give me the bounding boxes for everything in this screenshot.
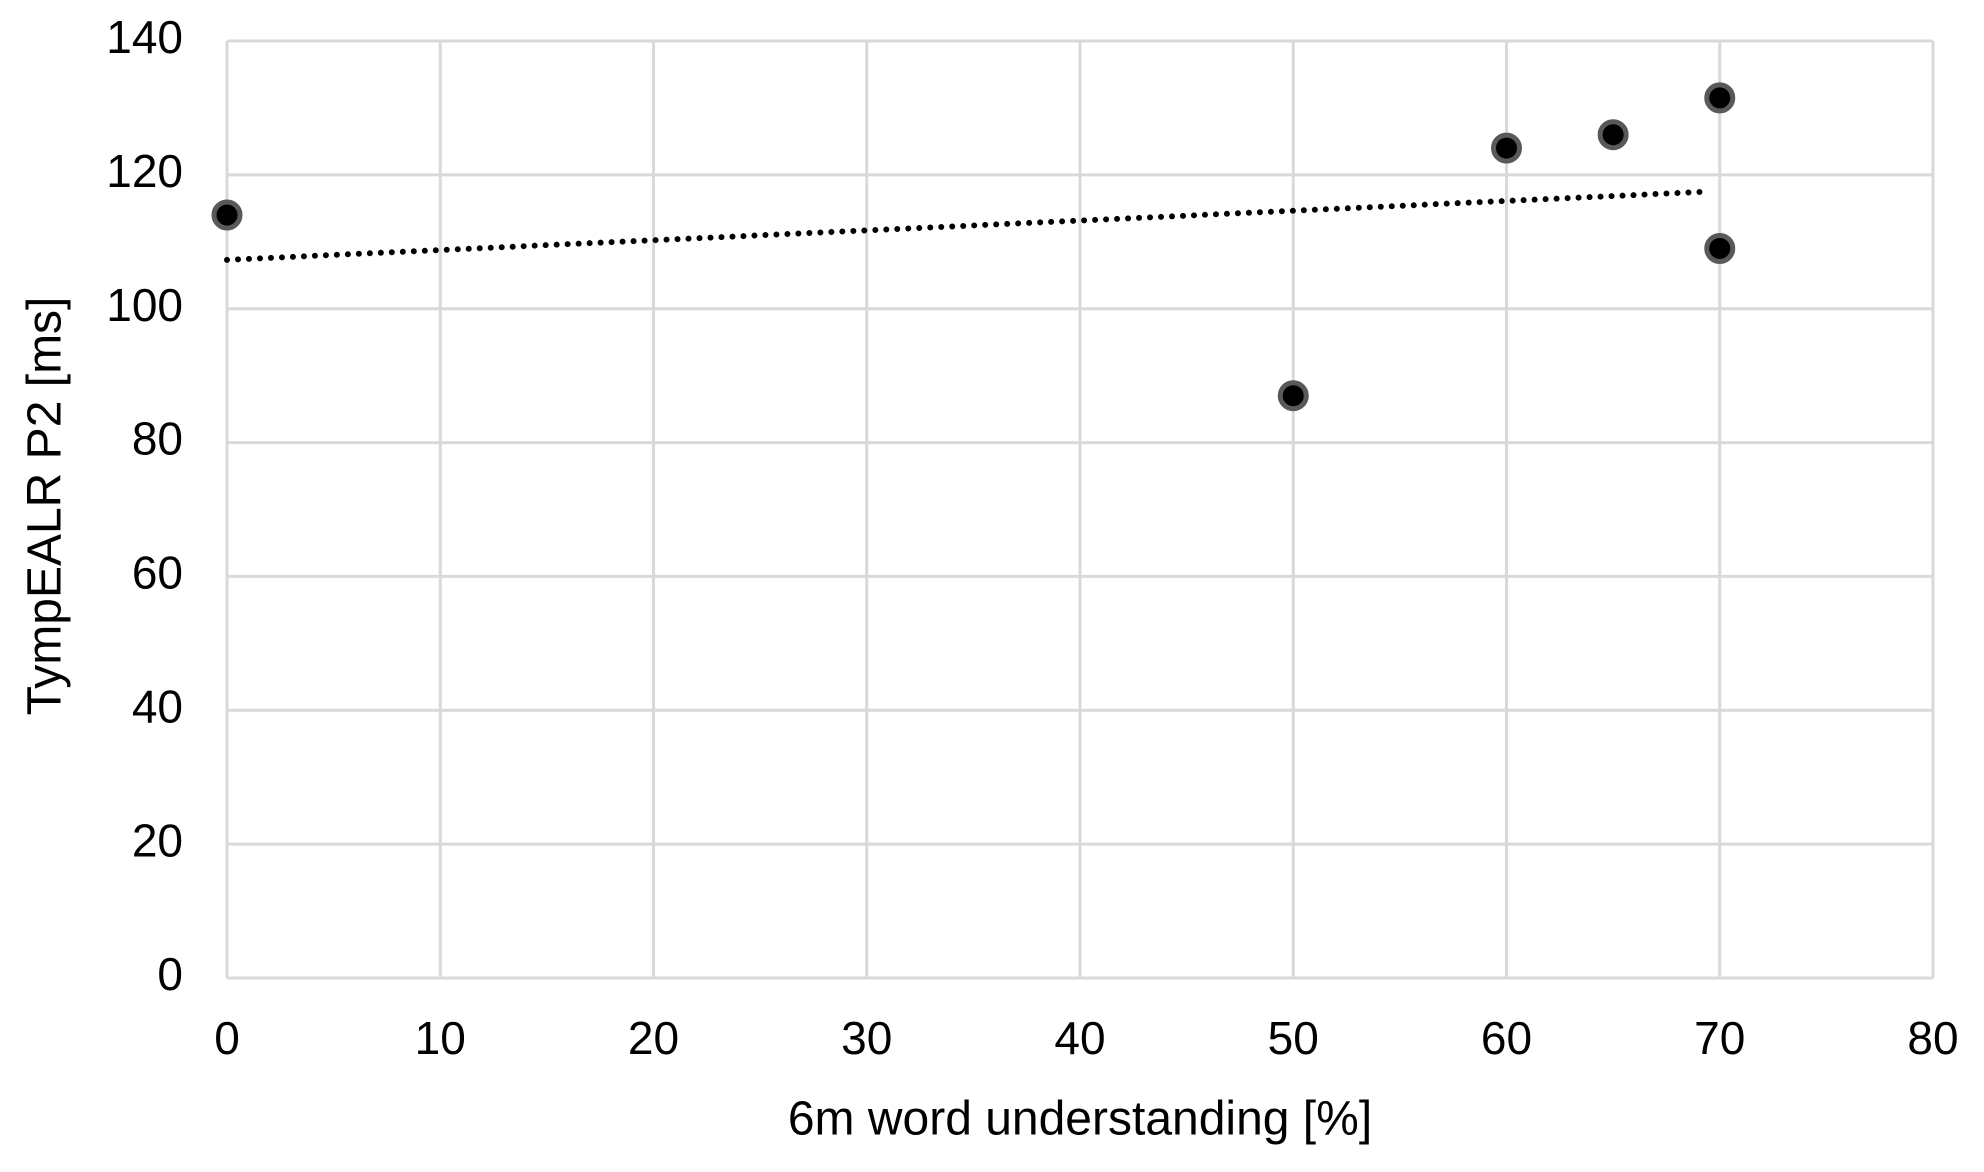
x-tick-label: 10 <box>415 1012 466 1064</box>
x-axis-title: 6m word understanding [%] <box>788 1093 1372 1146</box>
x-tick-label: 20 <box>628 1012 679 1064</box>
data-point <box>1597 119 1629 151</box>
y-axis-title: TympEALR P2 [ms] <box>19 297 72 716</box>
y-tick-label: 100 <box>106 279 183 331</box>
y-tick-label: 0 <box>157 948 183 1000</box>
data-point <box>211 199 243 231</box>
data-point <box>1277 380 1309 412</box>
data-point <box>1491 132 1522 164</box>
y-tick-label: 40 <box>132 680 183 732</box>
x-tick-label: 50 <box>1268 1012 1319 1064</box>
y-tick-label: 120 <box>106 145 183 197</box>
y-tick-label: 20 <box>132 814 183 866</box>
y-tick-label: 80 <box>132 413 183 465</box>
x-tick-label: 80 <box>1907 1012 1958 1064</box>
x-tick-label: 30 <box>841 1012 892 1064</box>
x-tick-label: 60 <box>1481 1012 1532 1064</box>
y-tick-label: 60 <box>132 547 183 599</box>
y-tick-label: 140 <box>106 11 183 63</box>
data-point <box>1704 232 1736 264</box>
data-point <box>1704 82 1736 114</box>
x-tick-label: 40 <box>1054 1012 1105 1064</box>
x-tick-label: 70 <box>1694 1012 1745 1064</box>
x-tick-label: 0 <box>214 1012 240 1064</box>
trendline <box>224 188 1713 263</box>
